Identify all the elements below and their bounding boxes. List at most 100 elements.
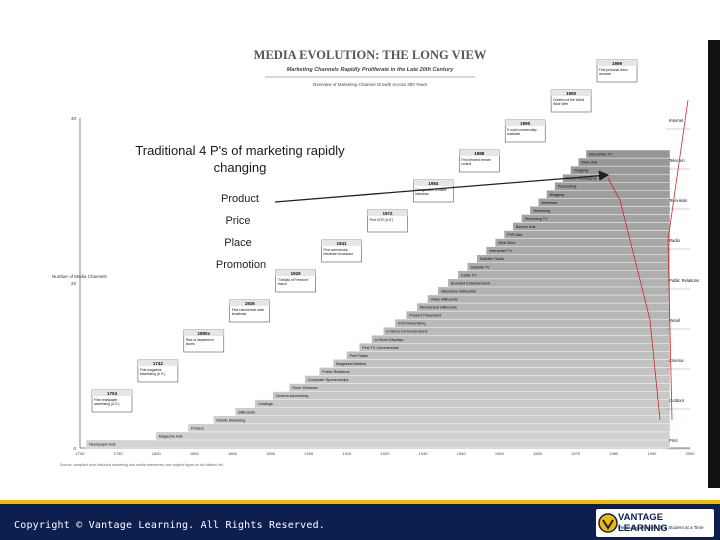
callout-box: 1890s Rise of department stores — [183, 329, 225, 353]
x-tick-label: 1970 — [571, 451, 581, 456]
channel-label: In-Store Displays — [375, 338, 404, 342]
category-label: Cinema — [669, 358, 684, 363]
channel-label: Web chat — [581, 161, 598, 165]
x-tick-label: 1940 — [457, 451, 467, 456]
channel-label: Interactive Billboards — [441, 289, 476, 293]
chart-caption: Overview of Marketing Channel Growth Acr… — [313, 82, 428, 87]
callout-text: E-mail commercially available — [507, 128, 537, 136]
x-tick-label: 1910 — [342, 451, 352, 456]
channel-band — [346, 351, 671, 360]
x-tick-label: 1980 — [609, 451, 619, 456]
callout-box: 1941 First commercial television broadcast — [321, 239, 362, 263]
callout-header — [367, 210, 408, 216]
callout-text: Rise of department stores — [186, 338, 214, 346]
callout-text-line: First personal video — [599, 68, 628, 72]
pointer-arrow — [274, 170, 610, 203]
four-p-place: Place — [224, 237, 252, 249]
callout-text: First magazine advertising (U.S.) — [140, 368, 165, 376]
channel-band — [405, 310, 671, 320]
callout-box: 1984Deregulation of cabletelevision — [413, 179, 454, 203]
chart-subtitle: Marketing Channels Rapidly Proliferate i… — [287, 67, 455, 73]
callout-text-line: Rise of department — [186, 338, 214, 342]
callout-year: 1990 — [566, 91, 577, 96]
channel-label: Newspaper Ads — [89, 442, 116, 446]
channel-band — [529, 206, 671, 215]
callout-text-line: Creation of the World — [553, 98, 584, 102]
callout-text-line: E-mail commercially — [507, 128, 537, 132]
channel-band — [585, 149, 671, 159]
internet-growth-line-2 — [667, 99, 689, 421]
callout-box: 1999 First personal video recorder — [596, 59, 638, 83]
callout-text-line: available — [507, 132, 520, 136]
callout-text: First commercial television broadcast — [324, 248, 353, 256]
channel-label: Magazine/Mailers — [336, 362, 366, 366]
right-border-bar — [708, 40, 720, 488]
channel-band — [371, 335, 671, 344]
x-tick-label: 1900 — [304, 451, 314, 456]
callout-text-line: control — [461, 162, 471, 166]
channel-band — [213, 415, 671, 425]
callout-header — [413, 180, 454, 186]
channel-band — [304, 375, 671, 384]
callout-year: 1972 — [382, 211, 393, 216]
overlay-title: Traditional 4 P's of marketing rapidly c… — [135, 143, 345, 175]
callout-text: First VCR (U.K.) — [369, 218, 393, 222]
callout-header — [459, 150, 500, 156]
callout-box: 1742 First magazine advertising (U.S.) — [137, 359, 179, 383]
channel-band — [254, 399, 671, 408]
footer-accent-stripe — [0, 500, 720, 504]
x-tick-label: 1860 — [228, 451, 238, 456]
channel-label: Video Billboards — [431, 298, 458, 302]
channel-label: Podcasting — [558, 185, 577, 189]
callout-text-line: television broadcast — [324, 252, 353, 256]
x-tick-label: 2000 — [686, 451, 696, 456]
channel-label: Streaming — [533, 209, 550, 213]
channel-label: Vlogging — [574, 169, 589, 173]
four-p-product: Product — [221, 193, 259, 205]
channel-band — [546, 190, 671, 199]
callout-text: "Tortillas of Freedom" march — [278, 278, 310, 286]
channel-band — [485, 246, 671, 255]
channel-label: Store Windows — [292, 386, 318, 390]
source-note: Source: compiled from historical marketi… — [60, 463, 224, 467]
callout-header — [321, 240, 362, 246]
channel-band — [503, 230, 671, 239]
y-tick-label: 40 — [71, 116, 77, 121]
callout-year: 1984 — [428, 181, 439, 186]
copyright-text: Copyright © Vantage Learning. All Rights… — [14, 520, 326, 531]
x-tick-label: 1950 — [495, 451, 505, 456]
x-tick-label: 1990 — [647, 451, 657, 456]
callout-year: 1990 — [520, 121, 531, 126]
callout-text-line: First newspaper — [94, 398, 118, 402]
callout-year: 1929 — [291, 271, 302, 276]
channel-label: VCR Advertising — [398, 322, 426, 326]
y-tick-label: 20 — [71, 281, 77, 286]
channel-label: Mobile Marketing — [216, 418, 245, 422]
channel-label: Blogging — [550, 193, 565, 197]
callout-year: 1926 — [245, 301, 256, 306]
channel-band — [476, 254, 671, 263]
channel-band — [319, 367, 671, 376]
callout-text: Creation of the World Wide Web — [553, 98, 584, 106]
channel-band — [155, 431, 671, 441]
callout-text: First infrared remote control — [461, 158, 491, 166]
category-label: Radio — [669, 238, 681, 243]
callout-text-line: First commercial radio — [232, 308, 265, 312]
callout-text-line: advertising (U.S.) — [94, 402, 119, 406]
callout-text-line: television — [415, 192, 429, 196]
callout-box: 1990 E-mail commercially available — [504, 119, 546, 143]
channel-band — [467, 262, 671, 272]
channel-band — [85, 439, 671, 449]
callout-text-line: First infrared remote — [461, 158, 491, 162]
channel-label: Product Placement — [409, 314, 442, 318]
channel-band — [235, 407, 671, 416]
callout-text-line: recorder — [599, 72, 612, 76]
internet-growth-line — [607, 177, 661, 421]
channel-label: Satellite TV — [470, 265, 490, 269]
callout-box: 1929 "Tortillas of Freedom" march — [275, 269, 316, 293]
channel-label: Cinema Advertising — [276, 394, 309, 398]
channel-label: Print Radio — [349, 354, 368, 358]
callout-year: 1742 — [153, 361, 164, 366]
x-tick-label: 1800 — [152, 451, 162, 456]
logo-tagline: Measuring Success One Student at a Time — [618, 525, 704, 530]
